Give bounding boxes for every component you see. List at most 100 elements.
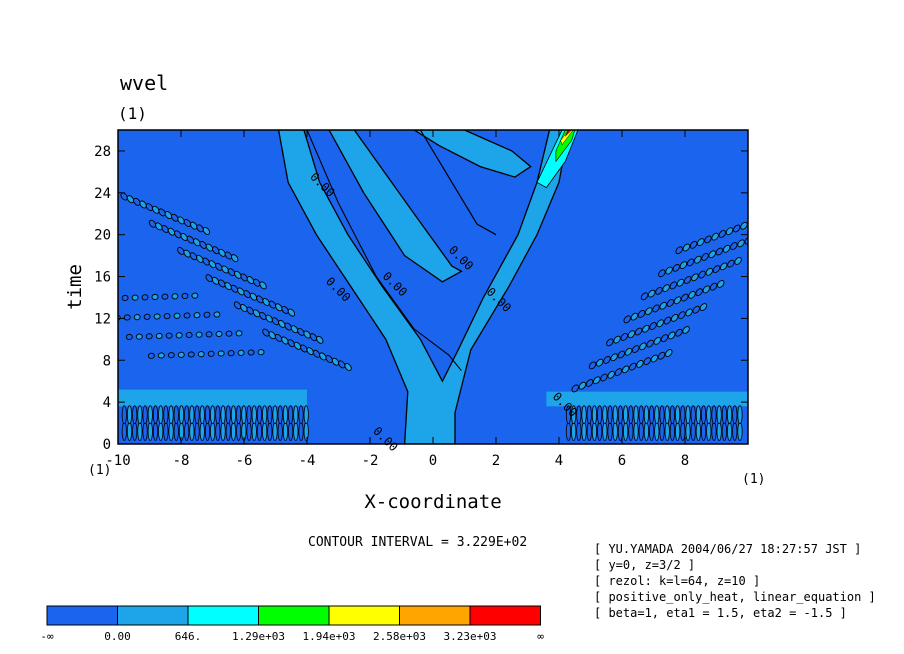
wave-cell — [230, 284, 239, 293]
x-tick-label: -8 — [173, 453, 190, 469]
wave-cell — [196, 224, 204, 233]
wave-cell — [571, 422, 577, 441]
wave-cell — [716, 405, 722, 425]
x-axis-label: X-coordinate — [364, 491, 501, 513]
wave-cell — [237, 287, 245, 296]
wave-packet-right — [640, 257, 742, 301]
note-slice: [ y=0, z=3/2 ] — [594, 558, 696, 572]
wave-cell — [316, 335, 324, 344]
wave-cell — [586, 405, 592, 425]
chart-subtitle: (1) — [118, 104, 147, 123]
colorbar-label: 1.94e+03 — [303, 630, 356, 643]
wave-cell — [202, 257, 210, 266]
wave-cell — [287, 308, 296, 317]
wave-cell — [210, 422, 216, 441]
wave-cell — [650, 354, 659, 363]
wave-cell — [256, 422, 263, 441]
wave-cell — [666, 299, 675, 307]
y-axis: 0 4 8 12 16 20 24 28 — [94, 144, 748, 453]
wave-packet-left — [233, 301, 324, 344]
wave-cell — [639, 342, 647, 351]
wave-cell — [168, 405, 174, 425]
wave-packet-right — [623, 280, 725, 324]
wave-cell — [669, 405, 676, 425]
wave-cell — [195, 331, 203, 338]
wave-cell — [227, 350, 235, 357]
wave-cell — [591, 422, 598, 441]
x-unit-right: (1) — [742, 472, 765, 487]
y-axis-label: time — [64, 264, 86, 310]
wave-cell — [235, 330, 243, 337]
wave-cell — [158, 422, 164, 441]
wave-cell — [196, 254, 204, 263]
wave-cell — [695, 405, 701, 425]
wave-cell — [665, 266, 673, 275]
colorbar-label: 3.23e+03 — [444, 630, 497, 643]
wave-cell — [726, 422, 733, 441]
wave-cell — [155, 332, 163, 340]
wave-cell — [141, 294, 149, 301]
note-heating: [ positive_only_heat, linear_equation ] — [594, 590, 876, 604]
wave-cell — [744, 236, 748, 245]
wave-cell — [278, 319, 286, 328]
wave-cell — [565, 422, 572, 441]
wave-cell — [173, 405, 179, 425]
wave-cell — [674, 422, 681, 441]
wave-cell — [224, 282, 232, 291]
wave-cell — [678, 311, 686, 320]
wave-packet-right — [588, 326, 690, 370]
wave-packet-left — [147, 349, 265, 359]
wave-cell — [233, 301, 242, 310]
wave-cell — [230, 422, 237, 441]
colorbar — [46, 605, 541, 626]
x-tick-label: 4 — [555, 453, 563, 469]
wave-cell — [121, 294, 129, 302]
wave-cell — [207, 350, 215, 357]
y-tick-label: 12 — [94, 311, 111, 327]
wave-cell — [649, 322, 657, 330]
wave-cell — [617, 405, 624, 425]
note-params: [ beta=1, eta1 = 1.5, eta2 = -1.5 ] — [594, 606, 847, 620]
wave-cell — [628, 405, 634, 425]
wave-cell — [688, 290, 696, 299]
wave-cell — [303, 405, 309, 425]
wave-cell — [152, 205, 160, 214]
wave-cell — [700, 422, 707, 441]
wave-cell — [240, 273, 248, 282]
wave-cell — [199, 405, 205, 425]
wave-cell — [190, 221, 198, 230]
wave-cell — [711, 232, 719, 241]
wave-cell — [177, 351, 185, 358]
wave-cell — [603, 356, 611, 364]
wave-cell — [163, 422, 169, 441]
wave-cell — [655, 286, 663, 295]
wave-cell — [271, 317, 280, 326]
colorbar-swatch — [117, 605, 189, 626]
wave-cell — [153, 313, 161, 320]
wave-packet-left — [120, 192, 211, 235]
wave-cell — [344, 363, 352, 371]
wave-cell — [578, 381, 587, 390]
wave-packet-right — [675, 219, 748, 255]
wave-cell — [733, 224, 741, 233]
y-tick-label: 28 — [94, 144, 111, 160]
wave-packet-right — [571, 349, 673, 393]
wave-cell — [163, 313, 171, 320]
wave-cell — [287, 339, 295, 348]
wave-cell — [695, 288, 703, 297]
wave-cell — [165, 332, 173, 339]
wave-cell — [147, 405, 153, 425]
wave-cell — [174, 230, 182, 239]
wave-cell — [690, 405, 696, 425]
wave-cell — [293, 341, 302, 350]
wave-packet-left — [148, 219, 239, 263]
wave-cell — [262, 298, 270, 306]
y-tick-label: 16 — [94, 270, 111, 286]
wave-cell — [298, 422, 304, 441]
wave-cell — [673, 296, 682, 305]
wave-cell — [581, 422, 587, 441]
wave-cell — [659, 301, 667, 310]
contour-line — [419, 130, 497, 236]
wave-cell — [726, 405, 733, 425]
